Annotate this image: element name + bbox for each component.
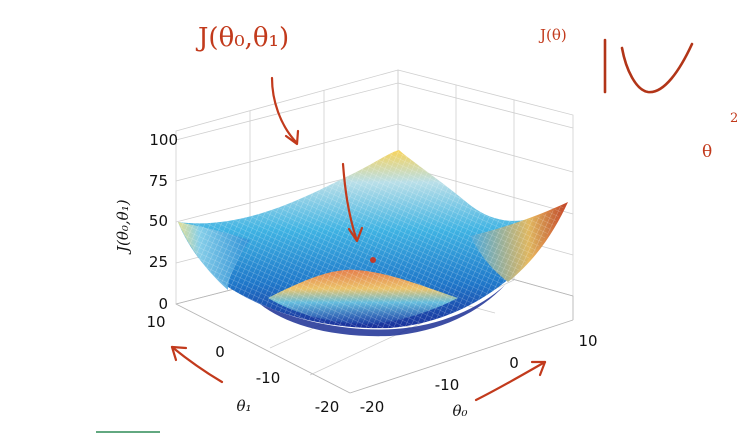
handwritten-1d-cost-label: J(θ) <box>538 26 567 44</box>
arrow-head <box>170 345 188 362</box>
y-tick-label: 10 <box>146 313 165 331</box>
z-axis-label: J(θ₀,θ₁) <box>114 199 132 255</box>
handwritten-theta: θ <box>702 142 712 162</box>
x-tick-label: -20 <box>360 398 385 416</box>
x-tick-label: 0 <box>509 354 519 372</box>
theta1-arrow <box>170 345 224 384</box>
y-tick-label: -20 <box>315 398 340 416</box>
surface-mesh <box>178 150 566 329</box>
x-axis-label: θ₀ <box>452 402 467 420</box>
arrow-head <box>284 129 300 146</box>
x-tick-label: 10 <box>578 332 597 350</box>
y-axis-label: θ₁ <box>236 397 251 415</box>
y-tick-label: -10 <box>256 369 281 387</box>
z-tick-label: 100 <box>149 131 178 149</box>
z-tick-label: 0 <box>158 295 168 313</box>
z-tick-label: 75 <box>149 172 168 190</box>
theta1-axis: -20 -10 0 10 θ₁ <box>146 313 339 416</box>
arrow-head <box>347 226 364 243</box>
arrow-head <box>530 360 547 377</box>
z-axis: 0 25 50 75 100 J(θ₀,θ₁) <box>114 131 178 313</box>
blurred-overlay <box>600 96 728 136</box>
arrow-to-surface <box>270 76 298 144</box>
handwritten-cost-label: J(θ₀,θ₁) <box>195 23 289 53</box>
cost-surface <box>178 150 568 337</box>
arrow-to-minimum <box>341 162 358 240</box>
theta0-arrow <box>474 360 547 402</box>
handwritten-exponent: 2 <box>730 111 738 126</box>
z-tick-label: 25 <box>149 253 168 271</box>
theta0-axis: -20 -10 0 10 θ₀ <box>360 332 598 420</box>
minimum-point <box>370 257 376 263</box>
sketch-parabola <box>620 42 694 94</box>
handwritten-annotations: J(θ₀,θ₁) J(θ) 2 θ <box>170 23 738 402</box>
surface-bottom <box>260 285 505 337</box>
z-tick-label: 50 <box>149 212 168 230</box>
x-tick-label: -10 <box>435 376 460 394</box>
y-tick-label: 0 <box>215 343 225 361</box>
